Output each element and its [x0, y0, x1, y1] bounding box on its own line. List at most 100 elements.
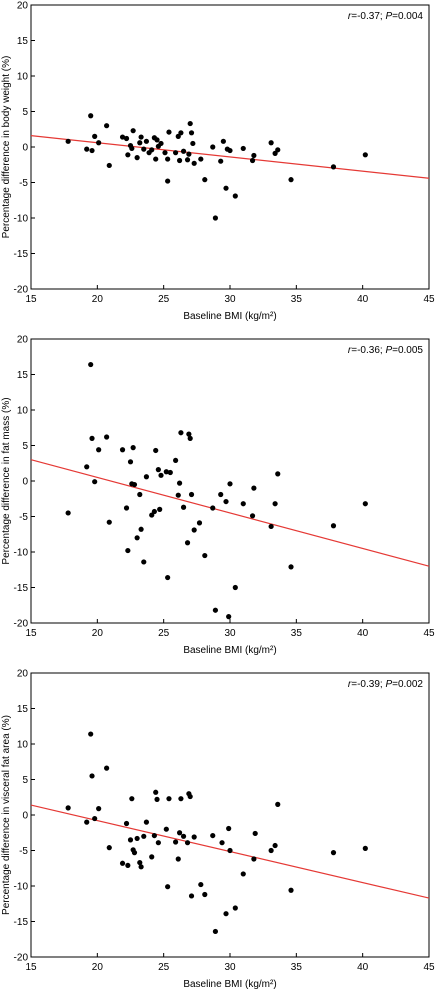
y-tick-label: 20: [17, 1, 29, 12]
p-symbol: P: [385, 345, 392, 356]
regression-line: [30, 459, 430, 567]
data-point: [202, 177, 208, 183]
x-tick-label: 15: [25, 294, 37, 305]
ticks: 15 20 25 30 35 40 45 20 15 10 5 0 -5 -10 -15 -20: [14, 669, 435, 974]
y-tick-label: 5: [22, 441, 28, 452]
p-symbol: P: [385, 11, 392, 22]
y-tick-label: 15: [17, 370, 29, 381]
data-point: [92, 815, 98, 822]
data-point: [167, 469, 173, 476]
data-point: [138, 526, 144, 532]
data-point: [362, 845, 368, 851]
y-tick-label: 0: [22, 143, 28, 154]
y-tick-label: 10: [17, 740, 29, 751]
x-tick-label: 35: [291, 628, 303, 639]
data-point: [92, 133, 98, 139]
data-point: [123, 135, 130, 142]
data-point: [330, 164, 337, 170]
y-axis-label: Percentage difference in visceral fat ar…: [1, 715, 12, 915]
p-value: =0.002: [392, 679, 423, 690]
p-value: =0.004: [392, 11, 423, 22]
data-point: [226, 614, 232, 620]
data-point: [84, 464, 90, 470]
data-point: [119, 447, 126, 453]
x-tick-label: 15: [25, 962, 37, 973]
x-tick-label: 40: [357, 962, 369, 973]
x-tick-label: 30: [224, 294, 236, 305]
data-point: [202, 891, 208, 898]
data-points: [65, 361, 368, 620]
data-point: [178, 796, 184, 802]
data-point: [251, 152, 257, 159]
data-point: [89, 435, 95, 441]
data-point: [240, 145, 246, 152]
data-point: [141, 833, 147, 839]
data-point: [252, 830, 258, 837]
data-point: [173, 150, 179, 156]
data-point: [163, 469, 169, 475]
data-point: [153, 789, 159, 795]
y-tick-label: 20: [17, 335, 29, 346]
panel-body-weight: 15 20 25 30 35 40 45 20 15 10 5 0 -5 -10 -15 -20 r=-0.3…: [1, 1, 435, 323]
data-point: [187, 793, 193, 800]
data-point: [131, 481, 138, 488]
data-points: [65, 113, 368, 221]
data-point: [190, 140, 196, 147]
data-point: [240, 501, 246, 507]
data-point: [227, 147, 233, 154]
data-point: [88, 361, 94, 368]
data-point: [175, 856, 181, 862]
data-point: [210, 832, 216, 839]
data-point: [220, 138, 226, 144]
correlation-annotation: r=-0.39; P=0.002: [348, 679, 424, 690]
data-point: [223, 185, 229, 191]
data-point: [125, 547, 131, 554]
data-point: [88, 731, 94, 737]
y-axis-label: Percentage difference in fat mass (%): [1, 397, 12, 564]
data-point: [272, 150, 278, 156]
data-point: [223, 498, 229, 505]
x-tick-label: 35: [291, 962, 303, 973]
r-value: =-0.39;: [351, 679, 385, 690]
data-point: [106, 519, 112, 525]
data-point: [96, 806, 102, 812]
data-point: [275, 471, 281, 477]
data-point: [131, 850, 138, 856]
x-tick-label: 30: [224, 628, 236, 639]
data-point: [196, 520, 203, 526]
data-point: [154, 796, 160, 802]
data-point: [212, 607, 219, 613]
data-point: [173, 457, 179, 464]
data-point: [191, 160, 197, 166]
data-point: [165, 178, 171, 184]
plot-area: [30, 672, 430, 958]
data-point: [180, 504, 187, 510]
data-point: [141, 146, 147, 152]
data-point: [249, 513, 256, 519]
data-point: [127, 837, 134, 843]
data-point: [198, 156, 204, 162]
data-point: [141, 559, 147, 565]
x-tick-label: 25: [158, 628, 170, 639]
data-point: [191, 834, 197, 840]
correlation-annotation: r=-0.37; P=0.004: [348, 11, 424, 22]
x-tick-label: 45: [423, 294, 435, 305]
data-point: [157, 506, 163, 512]
y-tick-label: -20: [14, 619, 29, 630]
data-point: [129, 796, 135, 802]
data-point: [251, 856, 257, 862]
y-tick-label: 15: [17, 36, 29, 47]
data-points: [65, 731, 368, 935]
data-point: [232, 193, 238, 199]
r-symbol: r: [348, 679, 352, 690]
x-tick-label: 20: [92, 628, 104, 639]
panel-fat-mass: 15 20 25 30 35 40 45 20 15 10 5 0 -5 -10 -15 -20 r=-0.3…: [1, 335, 435, 657]
data-point: [275, 147, 281, 153]
data-point: [134, 835, 140, 842]
data-point: [119, 134, 126, 140]
r-value: =-0.37;: [351, 11, 385, 22]
data-point: [125, 862, 131, 869]
y-tick-label: -5: [19, 178, 28, 189]
data-point: [268, 847, 274, 854]
